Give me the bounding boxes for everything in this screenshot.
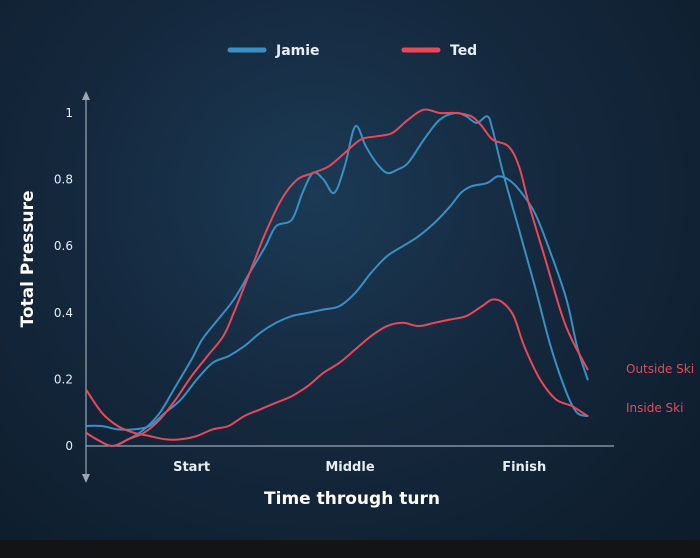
series-line-jamie-inside-ski [85,175,589,431]
bottom-bar [0,540,700,558]
legend-label-jamie: Jamie [275,43,320,59]
y-axis-arrow-top [82,91,90,100]
inside-ski-label: Inside Ski [626,401,683,415]
y-tick-labels: 0 0.2 0.4 0.6 0.8 1 [54,106,73,453]
series-line-ted-inside-ski [85,298,589,441]
legend: Jamie Ted [227,43,477,59]
series-line-jamie-outside-ski [85,111,589,447]
x-tick-label: Start [173,460,210,475]
x-axis-title: Time through turn [264,489,440,509]
y-tick-label: 0.2 [54,372,73,386]
y-tick-label: 0 [65,439,73,453]
outside-ski-label: Outside Ski [626,362,694,376]
y-tick-label: 0.6 [54,239,73,253]
legend-label-ted: Ted [450,43,477,59]
x-tick-labels: Start Middle Finish [173,460,546,475]
series-lines [85,108,589,447]
y-tick-label: 1 [65,106,73,120]
axes [82,91,614,483]
x-tick-label: Middle [325,460,374,475]
y-axis-arrow-bottom [82,474,90,483]
y-tick-label: 0.8 [54,173,73,187]
x-tick-label: Finish [502,460,546,475]
series-line-ted-outside-ski [85,108,589,447]
y-axis-title: Total Pressure [18,191,38,328]
y-tick-label: 0.4 [54,306,73,320]
